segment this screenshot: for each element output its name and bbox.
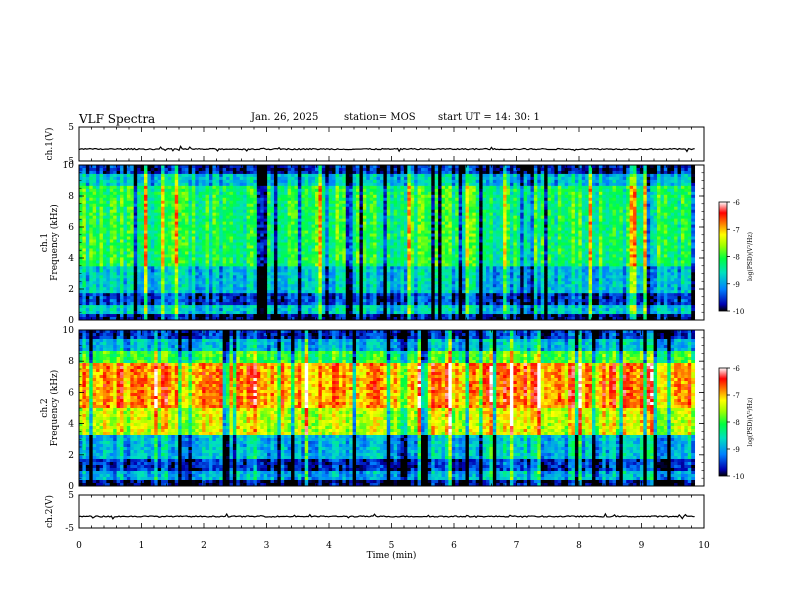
- x-tick-label: 1: [139, 541, 145, 551]
- ch1-waveform-ylabel: ch.1(V): [44, 128, 55, 161]
- ch2-spectrogram-channel-label: ch.2: [40, 398, 50, 417]
- x-tick-label: 8: [576, 541, 582, 551]
- colorbar-tick-label: -6: [733, 365, 740, 373]
- ch1-waveform-trace: [78, 145, 695, 153]
- colorbar-tick-label: -7: [733, 226, 740, 234]
- x-tick-label: 2: [201, 541, 207, 551]
- x-tick-label: 9: [639, 541, 645, 551]
- y-tick-label: 0: [68, 482, 74, 492]
- ch2-spectrogram-colorbar-label: log(PSD)(V²/Hz): [747, 398, 754, 447]
- y-tick-label: 10: [63, 161, 75, 171]
- x-tick-label: 0: [76, 541, 82, 551]
- ch1-spectrogram-colorbar: [718, 201, 728, 312]
- start-ut-label: start UT = 14: 30: 1: [438, 112, 540, 123]
- x-tick-label: 3: [264, 541, 270, 551]
- y-tick-label: 5: [68, 491, 74, 501]
- chart-title: VLF Spectra: [79, 112, 156, 126]
- ch2-waveform-ylabel: ch.2(V): [44, 495, 55, 528]
- date-label: Jan. 26, 2025: [251, 112, 319, 123]
- ch2-spectrogram-ylabel: Frequency (kHz): [49, 370, 60, 447]
- colorbar-tick-label: -8: [733, 254, 740, 262]
- y-tick-label: 2: [68, 451, 74, 461]
- x-tick-label: 10: [698, 541, 710, 551]
- y-tick-label: -5: [65, 157, 74, 167]
- ch1-waveform-frame: [78, 126, 705, 162]
- colorbar-tick-label: -7: [733, 392, 740, 400]
- y-tick-label: 4: [68, 420, 74, 430]
- x-tick-label: 7: [514, 541, 520, 551]
- y-tick-label: -5: [65, 524, 74, 534]
- ch1-spectrogram-colorbar-label: log(PSD)(V²/Hz): [747, 232, 754, 281]
- y-tick-label: 4: [68, 254, 74, 264]
- x-tick-label: 4: [326, 541, 332, 551]
- ch1-spectrogram-channel-label: ch.1: [40, 233, 50, 252]
- colorbar-tick-label: -9: [733, 446, 740, 454]
- colorbar-tick-label: -10: [733, 308, 744, 316]
- station-label: station= MOS: [344, 112, 416, 123]
- ch2-waveform-trace: [78, 512, 695, 520]
- colorbar-tick-label: -9: [733, 281, 740, 289]
- x-tick-label: 5: [389, 541, 395, 551]
- y-tick-label: 8: [68, 357, 74, 367]
- y-tick-label: 10: [63, 326, 75, 336]
- y-tick-label: 0: [68, 316, 74, 326]
- x-axis-label: Time (min): [367, 550, 417, 561]
- colorbar-tick-label: -8: [733, 419, 740, 427]
- x-tick-label: 6: [451, 541, 457, 551]
- y-tick-label: 8: [68, 192, 74, 202]
- colorbar-tick-label: -6: [733, 199, 740, 207]
- y-tick-label: 5: [68, 123, 74, 133]
- y-tick-label: 2: [68, 285, 74, 295]
- y-tick-label: 6: [68, 388, 74, 398]
- ch1-spectrogram-ylabel: Frequency (kHz): [49, 204, 60, 281]
- ch2-spectrogram-colorbar: [718, 367, 728, 477]
- colorbar-tick-label: -10: [733, 473, 744, 481]
- y-tick-label: 6: [68, 223, 74, 233]
